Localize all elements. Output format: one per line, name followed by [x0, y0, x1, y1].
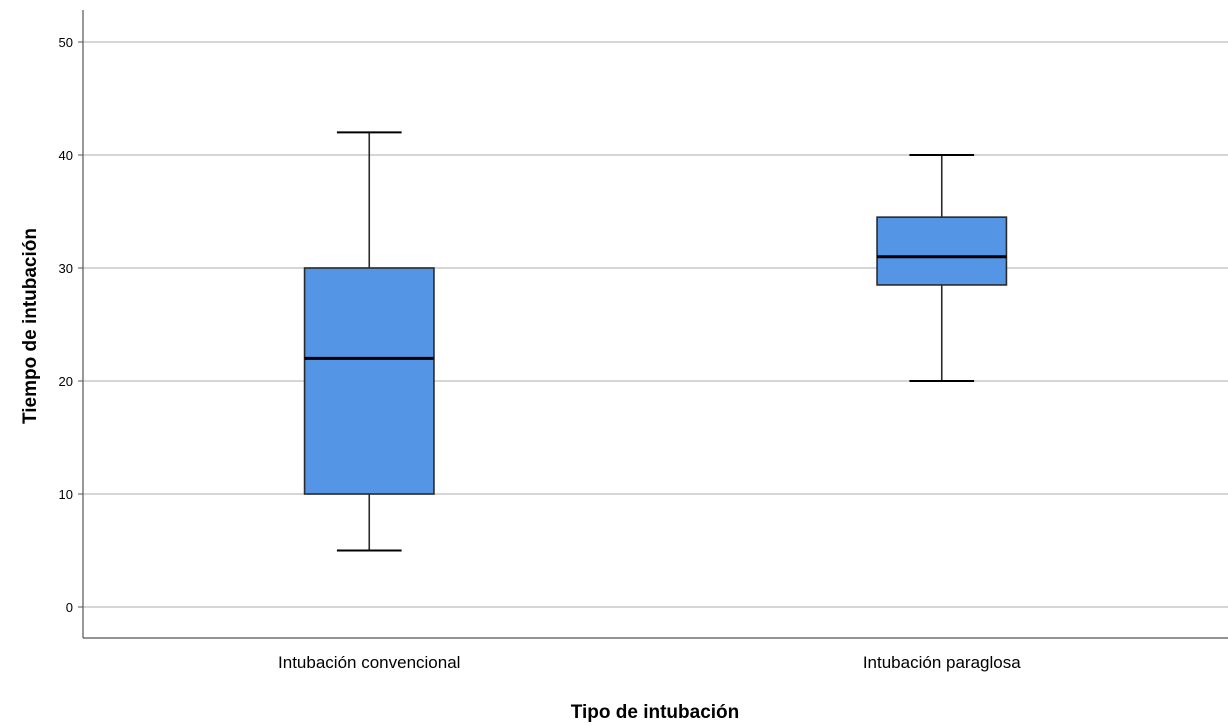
box-1 — [303, 131, 435, 552]
x-axis-title: Tipo de intubación — [571, 702, 740, 723]
x-category-label-2: Intubación paraglosa — [863, 653, 1021, 672]
boxes — [303, 131, 1008, 552]
y-axis-title: Tiempo de intubación — [20, 228, 41, 424]
axes — [82, 10, 1228, 639]
y-tick-label-30: 30 — [59, 261, 73, 276]
x-category-label-1: Intubación convencional — [278, 653, 460, 672]
y-tick-label-50: 50 — [59, 35, 73, 50]
y-tick-label-0: 0 — [66, 600, 73, 615]
box-2 — [876, 154, 1008, 382]
y-tick-label-10: 10 — [59, 487, 73, 502]
box-2-iqr-box — [876, 216, 1008, 286]
y-tick-label-40: 40 — [59, 148, 73, 163]
y-tick-label-20: 20 — [59, 374, 73, 389]
gridlines — [78, 41, 1228, 608]
box-1-iqr-box — [303, 267, 435, 495]
x-category-labels: Intubación convencional Intubación paragl… — [278, 653, 1021, 672]
y-tick-labels: 0 10 20 30 40 50 — [59, 35, 73, 615]
